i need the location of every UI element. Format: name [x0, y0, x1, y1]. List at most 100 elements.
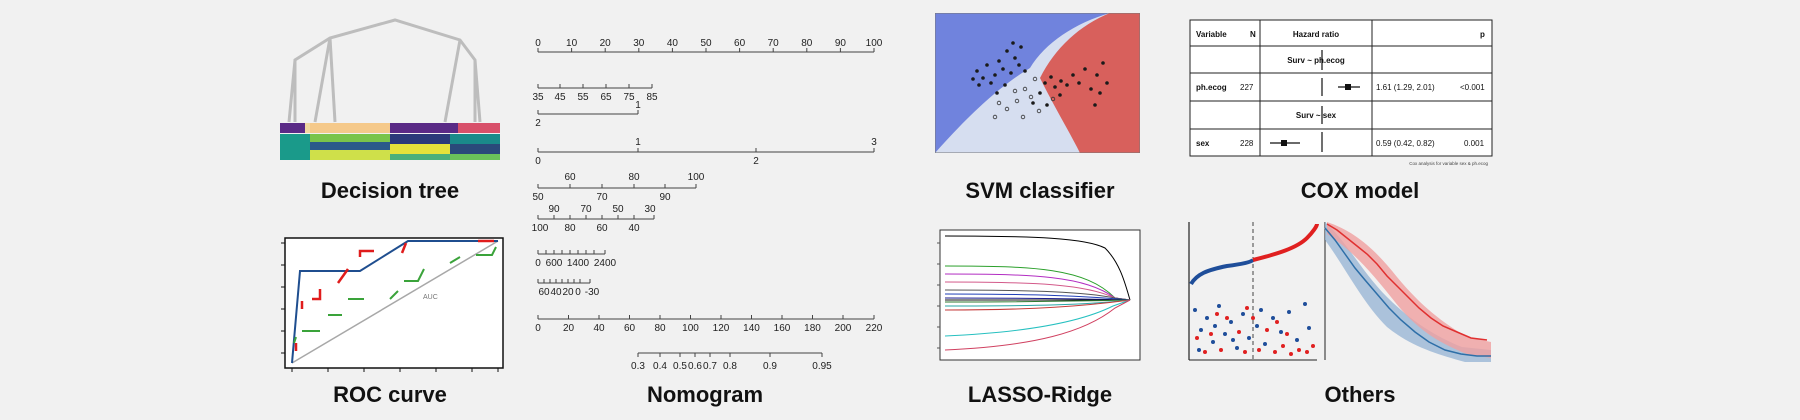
cox-variable: sex: [1196, 139, 1210, 148]
nomo-label: 0.6: [688, 361, 702, 372]
others-panel: [1187, 222, 1499, 362]
km-curve-blue: [1324, 227, 1491, 357]
nomo-label: 60: [624, 323, 636, 334]
nomo-label: 50: [700, 38, 712, 49]
cox-group-title: Surv ~ ph.ecog: [1287, 56, 1345, 65]
nomo-label: 90: [659, 192, 671, 203]
roc-panel: AUC: [280, 233, 510, 373]
cox-n: 228: [1240, 139, 1254, 148]
cox-variable: ph.ecog: [1196, 83, 1227, 92]
nomo-label: 45: [554, 92, 566, 103]
nomo-label: 60: [564, 172, 576, 183]
nomo-label: 0.8: [723, 361, 737, 372]
roc-graphic: AUC: [281, 237, 504, 372]
nomo-label: 180: [804, 323, 821, 334]
cox-estimate-box: [1281, 140, 1287, 146]
nomo-label: 50: [532, 192, 544, 203]
nomo-label: 80: [628, 172, 640, 183]
nomo-label: 3: [871, 137, 877, 148]
roc-caption: ROC curve: [333, 382, 447, 407]
heatmap-rows: [280, 134, 500, 160]
others-graphic: [1188, 222, 1491, 362]
cox-n: 227: [1240, 83, 1254, 92]
roc-axis-ticks: [281, 242, 499, 372]
roc-curve-green: [293, 246, 497, 344]
km-ci-blue: [1325, 222, 1491, 362]
nomo-label: 80: [564, 223, 576, 234]
nomo-label: 40: [593, 323, 605, 334]
svm-red-region: [1040, 13, 1140, 153]
nomo-label: 2: [535, 118, 541, 129]
nomo-label: 75: [623, 92, 635, 103]
roc-curve-blue: [291, 240, 498, 364]
heatmap-annotation-bar: [280, 123, 500, 133]
nomo-label: 1: [635, 137, 641, 148]
roc-curve-red: [294, 239, 494, 351]
nomo-label: 1400: [567, 258, 590, 269]
nomo-label: 2400: [594, 258, 617, 269]
cox-p: 0.001: [1464, 139, 1485, 148]
nomo-label: 220: [866, 323, 883, 334]
svm-caption: SVM classifier: [965, 178, 1115, 203]
cox-footnote: Cox analysis for variable sex & ph.ecog: [1409, 161, 1488, 166]
nomo-label: 70: [580, 204, 592, 215]
nomo-label: 70: [596, 192, 608, 203]
nomogram-panel: 0 10 20 30 40 50 60 70 80 90 100 35 45 5…: [530, 30, 890, 375]
nomo-label: 40: [628, 223, 640, 234]
risk-scatter: [1193, 302, 1315, 356]
nomogram-graphic: 0 10 20 30 40 50 60 70 80 90 100 35 45 5…: [532, 38, 883, 372]
svm-points: [971, 41, 1109, 107]
nomogram-labels: 0 10 20 30 40 50 60 70 80 90 100 35 45 5…: [532, 38, 883, 372]
cox-header-p: p: [1480, 30, 1485, 39]
lasso-graphic: [937, 229, 1141, 361]
risk-score-low: [1189, 258, 1255, 286]
nomo-label: 0.95: [812, 361, 832, 372]
risk-score-high: [1252, 223, 1319, 262]
nomo-label: 85: [646, 92, 658, 103]
nomo-label: 20: [563, 323, 575, 334]
nomo-label: 40: [667, 38, 679, 49]
nomo-label: 0.4: [653, 361, 667, 372]
nomo-label: 100: [532, 223, 549, 234]
others-caption: Others: [1324, 382, 1396, 407]
lasso-panel: [935, 228, 1145, 368]
cox-estimate-box: [1345, 84, 1351, 90]
svm-panel: [935, 13, 1140, 153]
cox-text: Variable N Hazard ratio p Surv ~ ph.ecog…: [1196, 30, 1485, 148]
nomo-label: 40: [550, 287, 562, 298]
nomo-label: 90: [835, 38, 847, 49]
decision-tree-caption: Decision tree: [320, 178, 460, 203]
nomo-label: 90: [548, 204, 560, 215]
nomo-label: 0.9: [763, 361, 777, 372]
nomo-label: 600: [546, 258, 563, 269]
cox-grid-lines: [1190, 20, 1492, 156]
nomo-label: 100: [866, 38, 883, 49]
nomo-label: 10: [566, 38, 578, 49]
nomogram-caption: Nomogram: [646, 382, 764, 407]
nomo-label: 0: [535, 156, 541, 167]
nomo-label: 0: [535, 258, 541, 269]
svm-hollow-points: [992, 76, 1056, 120]
nomo-label: 65: [600, 92, 612, 103]
lasso-ticks: [937, 242, 940, 349]
cox-panel: Variable N Hazard ratio p Surv ~ ph.ecog…: [1188, 18, 1496, 168]
nomo-label: 0: [535, 38, 541, 49]
nomo-label: 0.3: [631, 361, 645, 372]
lasso-paths: [944, 235, 1131, 351]
cox-header-variable: Variable: [1196, 30, 1227, 39]
cox-table: Variable N Hazard ratio p Surv ~ ph.ecog…: [1189, 19, 1493, 166]
nomo-label: 120: [713, 323, 730, 334]
decision-tree-panel: [275, 10, 505, 160]
roc-diagonal: [291, 240, 499, 364]
nomo-label: 1: [635, 100, 641, 111]
nomo-label: 30: [633, 38, 645, 49]
dendrogram: [287, 18, 482, 123]
nomo-label: 60: [596, 223, 608, 234]
nomo-label: 140: [743, 323, 760, 334]
nomo-label: 60: [538, 287, 550, 298]
nomo-label: 100: [688, 172, 705, 183]
nomo-label: 0.7: [703, 361, 717, 372]
nomo-label: 0: [575, 287, 581, 298]
cox-group-title: Surv ~ sex: [1296, 111, 1337, 120]
nomo-label: 55: [577, 92, 589, 103]
